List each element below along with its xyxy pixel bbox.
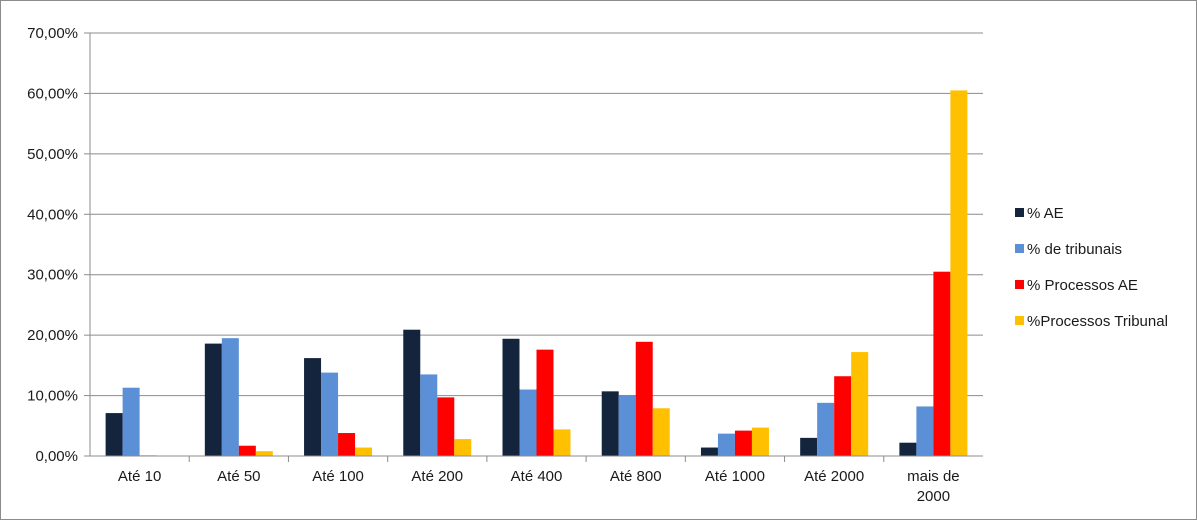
legend-swatch [1015,208,1024,217]
x-tick-label: mais de 2000 [907,468,960,505]
x-tick-label: Até 1000 [705,468,765,485]
bar [601,391,619,456]
y-tick-label: 30,00% [27,267,78,284]
bar [355,447,373,456]
y-tick-label: 0,00% [35,448,78,465]
y-tick-label: 60,00% [27,85,78,102]
bar [652,408,670,456]
bar [851,352,869,456]
axes [84,32,983,462]
y-tick-labels: 0,00% 10,00% 20,00% 30,00% 40,00% 50,00% 60,00… [27,25,78,465]
legend-label: %Processos Tribunal [1027,313,1168,330]
legend-swatch [1015,244,1024,253]
y-tick-label: 20,00% [27,327,78,344]
bar [817,402,835,456]
bar [751,427,769,456]
bar [553,429,571,456]
bar [502,338,520,456]
bar [519,389,537,456]
bar [618,394,636,456]
bar [717,433,735,456]
x-tick-label: Até 2000 [804,468,864,485]
bar [700,447,718,456]
bar [403,329,421,456]
legend-label: % de tribunais [1027,241,1122,258]
bars [105,90,968,457]
bar [420,374,438,456]
y-tick-label: 40,00% [27,206,78,223]
x-tick-label: Até 800 [610,468,662,485]
legend-swatch [1015,280,1024,289]
bar [437,397,455,456]
bar [800,437,818,456]
legend-swatch [1015,316,1024,325]
bar [536,349,554,456]
bar [338,433,356,456]
legend-label: % AE [1027,205,1064,222]
bar [950,90,968,457]
y-tick-label: 10,00% [27,388,78,405]
bar [221,338,239,456]
bar [105,413,123,456]
bar [204,343,222,456]
bar [321,372,339,456]
bar [454,439,472,456]
bar [304,358,322,456]
bar [734,430,752,456]
x-tick-labels: Até 10 Até 50 Até 100 Até 200 Até 400 Até 800… [118,468,960,505]
bar [933,271,951,456]
bar [899,442,917,456]
y-tick-label: 50,00% [27,146,78,163]
x-tick-label: Até 100 [312,468,364,485]
legend: % AE % de tribunais % Processos AE %Process… [1015,205,1168,330]
y-tick-label: 70,00% [27,25,78,42]
x-tick-label: Até 400 [511,468,563,485]
bar [122,387,140,456]
bar [635,341,653,456]
legend-label: % Processos AE [1027,277,1138,294]
bar [916,406,934,456]
x-tick-label: Até 10 [118,468,161,485]
bar [255,451,273,456]
bar [834,376,852,456]
x-tick-label: Até 50 [217,468,260,485]
x-tick-label: Até 200 [411,468,463,485]
bar [238,445,256,456]
